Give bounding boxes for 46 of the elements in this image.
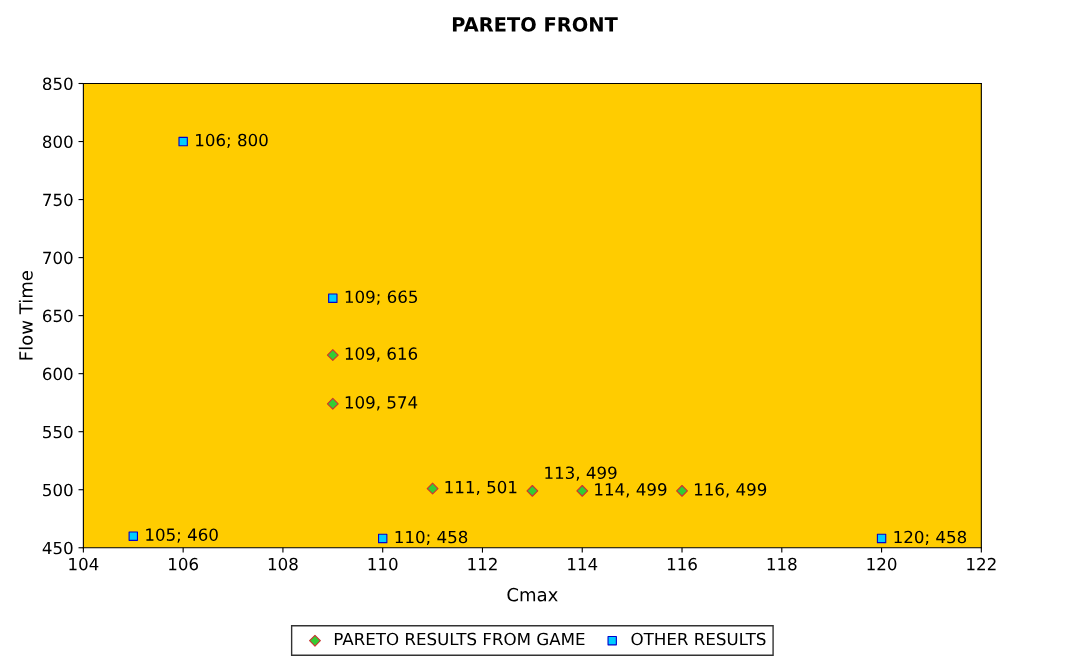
y-tick-label: 600 — [43, 367, 73, 381]
y-axis-title: Flow Time — [18, 271, 33, 360]
point — [426, 482, 439, 495]
x-tick-label: 110 — [368, 557, 398, 571]
data-label: 109, 574 — [345, 396, 418, 411]
x-tick-label: 106 — [169, 557, 199, 571]
x-tick-label: 104 — [69, 557, 99, 571]
data-label: 106; 800 — [196, 133, 268, 149]
y-tick-label: 450 — [42, 541, 73, 555]
y-tick-label: 800 — [42, 135, 73, 149]
data-label: 113, 499 — [545, 466, 617, 481]
point — [377, 533, 388, 544]
point — [526, 484, 539, 497]
point — [326, 349, 339, 362]
y-tick-label: 550 — [43, 425, 73, 439]
point — [576, 484, 589, 497]
point — [328, 293, 338, 303]
x-tick-label: 114 — [568, 558, 598, 571]
data-label: 116, 499 — [694, 483, 767, 498]
x-tick-label: 108 — [268, 557, 298, 571]
legend-label: PARETO RESULTS FROM GAME — [334, 632, 585, 646]
x-tick-label: 120 — [867, 557, 897, 571]
point — [676, 484, 688, 497]
legend-label: OTHER RESULTS — [631, 632, 766, 646]
y-tick-label: 750 — [43, 193, 73, 207]
y-tick-label: 650 — [43, 309, 73, 323]
data-label: 110; 458 — [395, 530, 468, 546]
point — [178, 136, 188, 147]
data-label: 105; 460 — [146, 528, 218, 543]
x-tick-label: 122 — [967, 557, 996, 571]
x-axis-title: Cmax — [507, 587, 558, 602]
point — [128, 531, 138, 541]
y-tick-label: 700 — [43, 251, 73, 265]
y-tick-label: 850 — [42, 77, 73, 91]
data-label: 109, 616 — [345, 347, 418, 362]
data-label: 111, 501 — [445, 480, 517, 496]
point — [326, 397, 339, 410]
chart-title: PARETO FRONT — [452, 17, 618, 32]
x-tick-label: 118 — [767, 557, 797, 571]
x-tick-label: 112 — [468, 557, 497, 571]
point — [876, 533, 887, 544]
y-tick-label: 500 — [43, 483, 73, 497]
x-tick-label: 116 — [667, 557, 697, 571]
data-label: 114, 499 — [595, 483, 667, 498]
data-label: 109; 665 — [345, 290, 418, 305]
data-label: 120; 458 — [894, 530, 967, 546]
